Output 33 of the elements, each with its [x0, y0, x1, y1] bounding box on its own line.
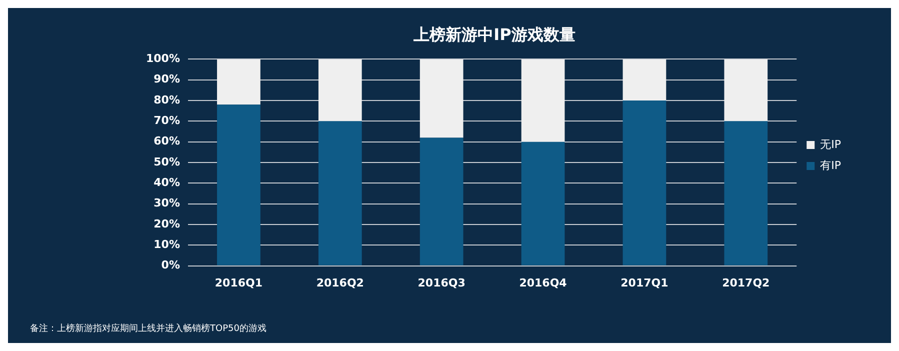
y-tick-label: 10% [154, 238, 180, 251]
bar [217, 104, 260, 266]
y-tick-label: 0% [161, 258, 180, 272]
bar [622, 100, 666, 266]
y-tick-label: 40% [154, 176, 180, 190]
legend-label: 有IP [820, 158, 842, 172]
bar [521, 142, 565, 266]
bar [420, 138, 464, 266]
legend-label: 无IP [820, 138, 842, 151]
y-tick-label: 30% [154, 196, 180, 210]
bar [217, 59, 260, 105]
bar [318, 121, 362, 266]
y-tick-label: 50% [154, 155, 180, 168]
y-tick-label: 60% [154, 134, 180, 148]
bar [521, 59, 565, 142]
x-tick-label: 2017Q1 [620, 276, 668, 290]
bar [724, 59, 768, 122]
x-tick-label: 2017Q2 [722, 276, 770, 290]
bar [724, 121, 768, 266]
y-tick-label: 20% [154, 217, 180, 230]
x-tick-label: 2016Q2 [316, 276, 364, 290]
text: 备注：上榜新游指对应期间上线并进入畅销榜TOP50的游戏 [30, 323, 266, 334]
y-tick-label: 70% [154, 114, 180, 128]
x-tick-label: 2016Q4 [519, 276, 568, 290]
bar [420, 59, 464, 138]
y-tick-label: 80% [154, 93, 180, 106]
chart-title: 上榜新游中IP游戏数量 [412, 24, 576, 44]
bar [622, 59, 666, 101]
y-tick-label: 100% [146, 52, 180, 66]
x-tick-label: 2016Q1 [214, 276, 263, 290]
x-tick-label: 2016Q3 [418, 276, 466, 290]
bar [318, 59, 362, 122]
y-tick-label: 90% [154, 72, 180, 86]
